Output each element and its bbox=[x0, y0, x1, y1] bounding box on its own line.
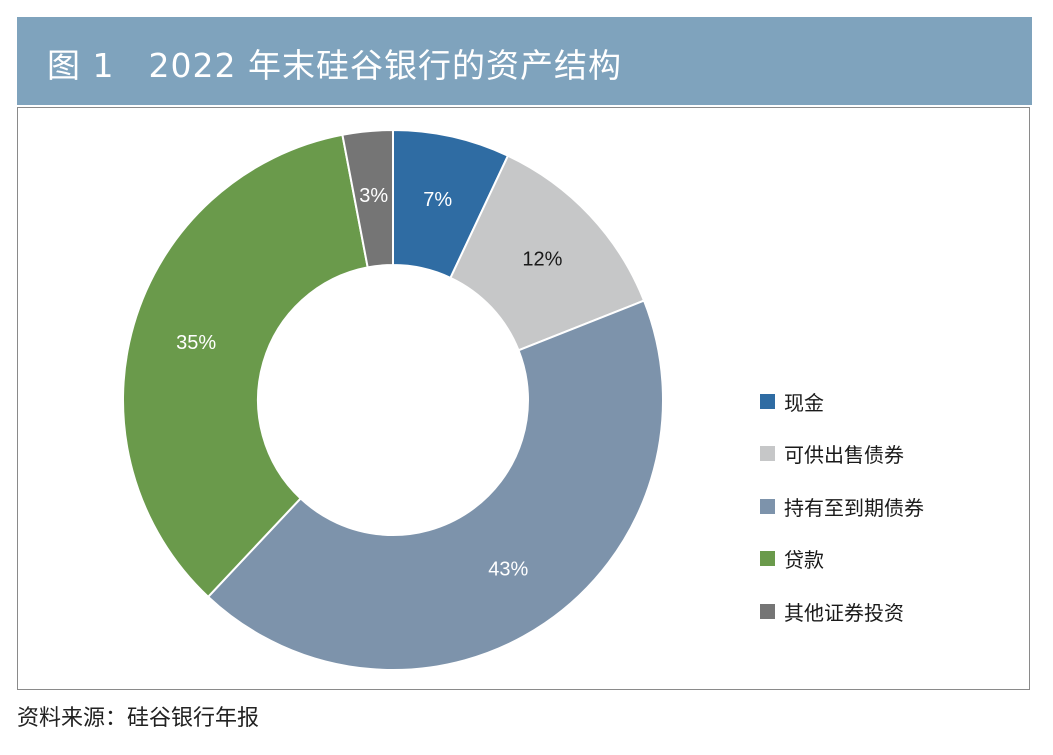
legend-swatch bbox=[760, 498, 775, 514]
legend-item-2: 可供出售债券 bbox=[760, 441, 924, 467]
chart-title: 图 1 2022 年末硅谷银行的资产结构 bbox=[47, 46, 622, 85]
legend-label: 贷款 bbox=[784, 548, 824, 572]
legend-item-4: 贷款 bbox=[760, 546, 924, 572]
legend-label: 可供出售债券 bbox=[784, 443, 904, 467]
legend-item-5: 其他证券投资 bbox=[760, 598, 924, 625]
legend-label: 其他证券投资 bbox=[784, 600, 904, 625]
slice-label-5: 3% bbox=[359, 185, 388, 207]
chart-legend: 现金可供出售债券 持有至到期债券 贷款其他证券投资 bbox=[760, 388, 924, 651]
legend-swatch bbox=[760, 603, 775, 619]
title-bar: 图 1 2022 年末硅谷银行的资产结构 bbox=[17, 17, 1032, 105]
legend-swatch bbox=[760, 393, 775, 409]
legend-swatch bbox=[760, 551, 775, 566]
legend-item-1: 现金 bbox=[760, 388, 924, 415]
legend-swatch bbox=[760, 446, 775, 461]
slice-label-4: 35% bbox=[176, 332, 216, 354]
chart-frame: 7% 12% 43% 35% 3% 现金可供出售债券 持有至到期债券 贷款其他证券投资 bbox=[17, 107, 1030, 690]
donut-slice-4 bbox=[122, 133, 369, 599]
legend-item-3: 持有至到期债券 bbox=[760, 493, 924, 520]
donut-slice-3 bbox=[206, 299, 664, 672]
donut-slice-5 bbox=[341, 128, 394, 269]
source-note: 资料来源：硅谷银行年报 bbox=[17, 706, 260, 731]
donut-chart: 7% 12% 43% 35% 3% bbox=[122, 128, 664, 672]
legend-label: 现金 bbox=[784, 390, 824, 415]
legend-label: 持有至到期债券 bbox=[784, 495, 924, 520]
slice-label-1: 7% bbox=[423, 189, 452, 211]
slice-label-2: 12% bbox=[522, 249, 562, 271]
slice-label-3: 43% bbox=[488, 559, 528, 581]
